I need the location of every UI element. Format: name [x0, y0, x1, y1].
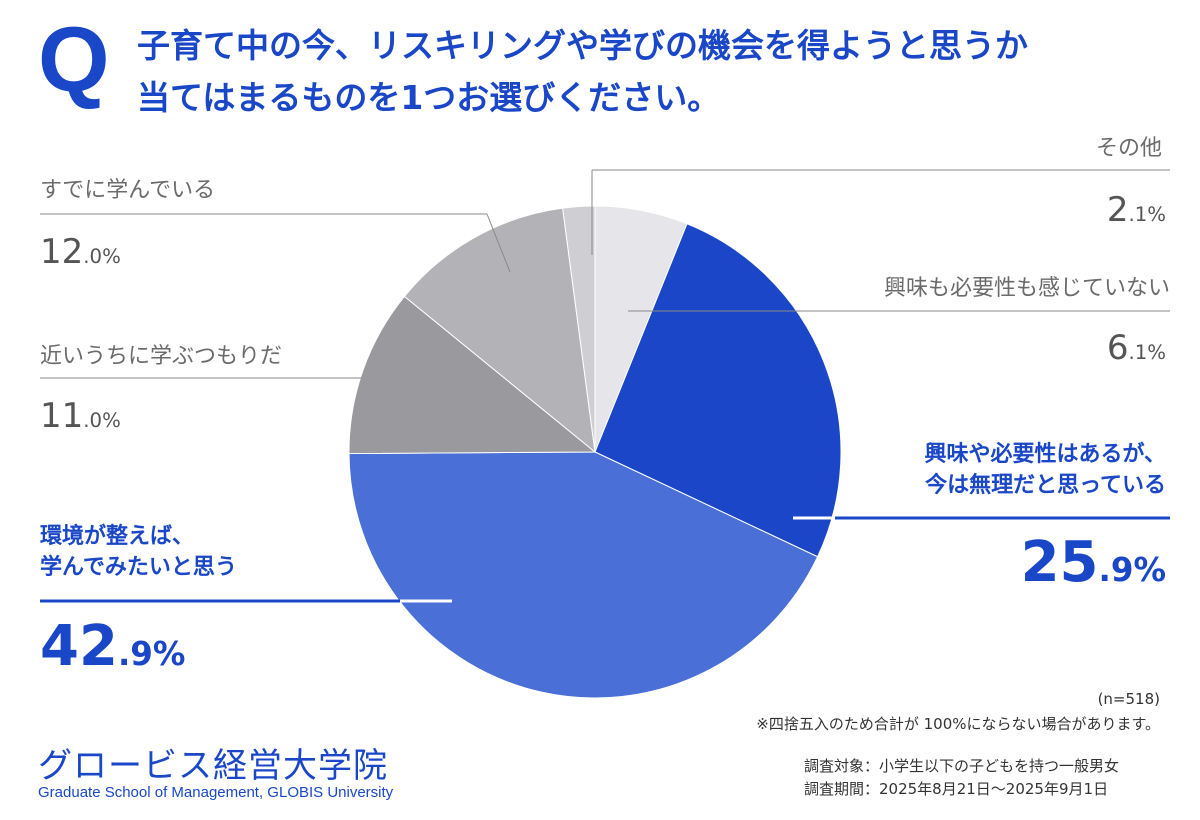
label-soon-value: 11.0% — [40, 396, 121, 436]
question-mark: Q — [38, 9, 110, 111]
rounding-note: ※四捨五入のため合計が 100%にならない場合があります。 — [756, 715, 1160, 733]
pie-slices — [348, 205, 842, 699]
label-other-name: その他 — [1095, 136, 1162, 161]
label-already-name: すでに学んでいる — [40, 178, 216, 203]
label-no-interest-value: 6.1% — [1106, 328, 1166, 368]
label-interest-not-now-value: 25.9% — [1020, 530, 1166, 595]
logo-japanese: グロービス経営大学院 — [38, 746, 388, 786]
label-already-value: 12.0% — [40, 232, 121, 272]
label-no-interest-name: 興味も必要性も感じていない — [883, 276, 1170, 301]
slice-if-env — [348, 451, 819, 699]
leader-already-tip — [486, 213, 511, 273]
survey-period-note: 調査期間：2025年8月21日～2025年9月1日 — [804, 780, 1109, 798]
survey-target-note: 調査対象：小学生以下の子どもを持つ一般男女 — [804, 757, 1120, 775]
slice-soon — [348, 295, 597, 455]
slice-other — [562, 205, 596, 453]
question-line-2: 当てはまるものを1つお選びください。 — [137, 78, 721, 117]
sample-size-note: (n=518) — [1097, 690, 1160, 708]
label-if-env-name: 環境が整えば、 学んでみたいと思う — [40, 524, 237, 580]
slice-already — [403, 207, 596, 454]
slice-interest-not-now — [594, 223, 842, 558]
question-line-1: 子育て中の今、リスキリングや学びの機会を得ようと思うか — [137, 26, 1028, 65]
label-if-env-value: 42.9% — [40, 614, 186, 679]
logo-english: Graduate School of Management, GLOBIS Un… — [38, 784, 394, 801]
leader-lines — [40, 169, 1170, 603]
label-other-value: 2.1% — [1106, 190, 1166, 230]
label-soon-name: 近いうちに学ぶつもりだ — [40, 344, 283, 369]
label-interest-not-now-name: 興味や必要性はあるが、 今は無理だと思っている — [924, 442, 1166, 498]
